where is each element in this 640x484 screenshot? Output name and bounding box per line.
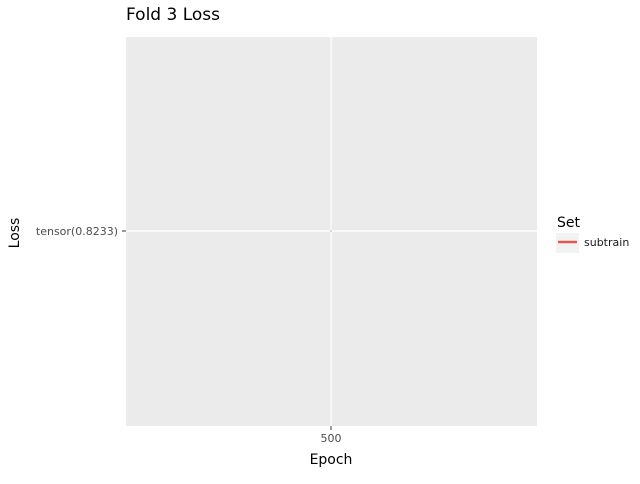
y-axis-label: Loss: [7, 218, 23, 249]
chart-title: Fold 3 Loss: [126, 5, 220, 25]
x-tick-label: 500: [321, 432, 342, 445]
legend-title: Set: [557, 215, 581, 231]
legend: Set subtrain: [556, 215, 629, 253]
data-point-subtrain-0: [330, 230, 332, 232]
series-layer: [330, 230, 332, 232]
x-axis-label: Epoch: [310, 452, 353, 468]
legend-item-subtrain: subtrain: [584, 236, 629, 249]
y-tick-label: tensor(0.8233): [36, 225, 118, 238]
